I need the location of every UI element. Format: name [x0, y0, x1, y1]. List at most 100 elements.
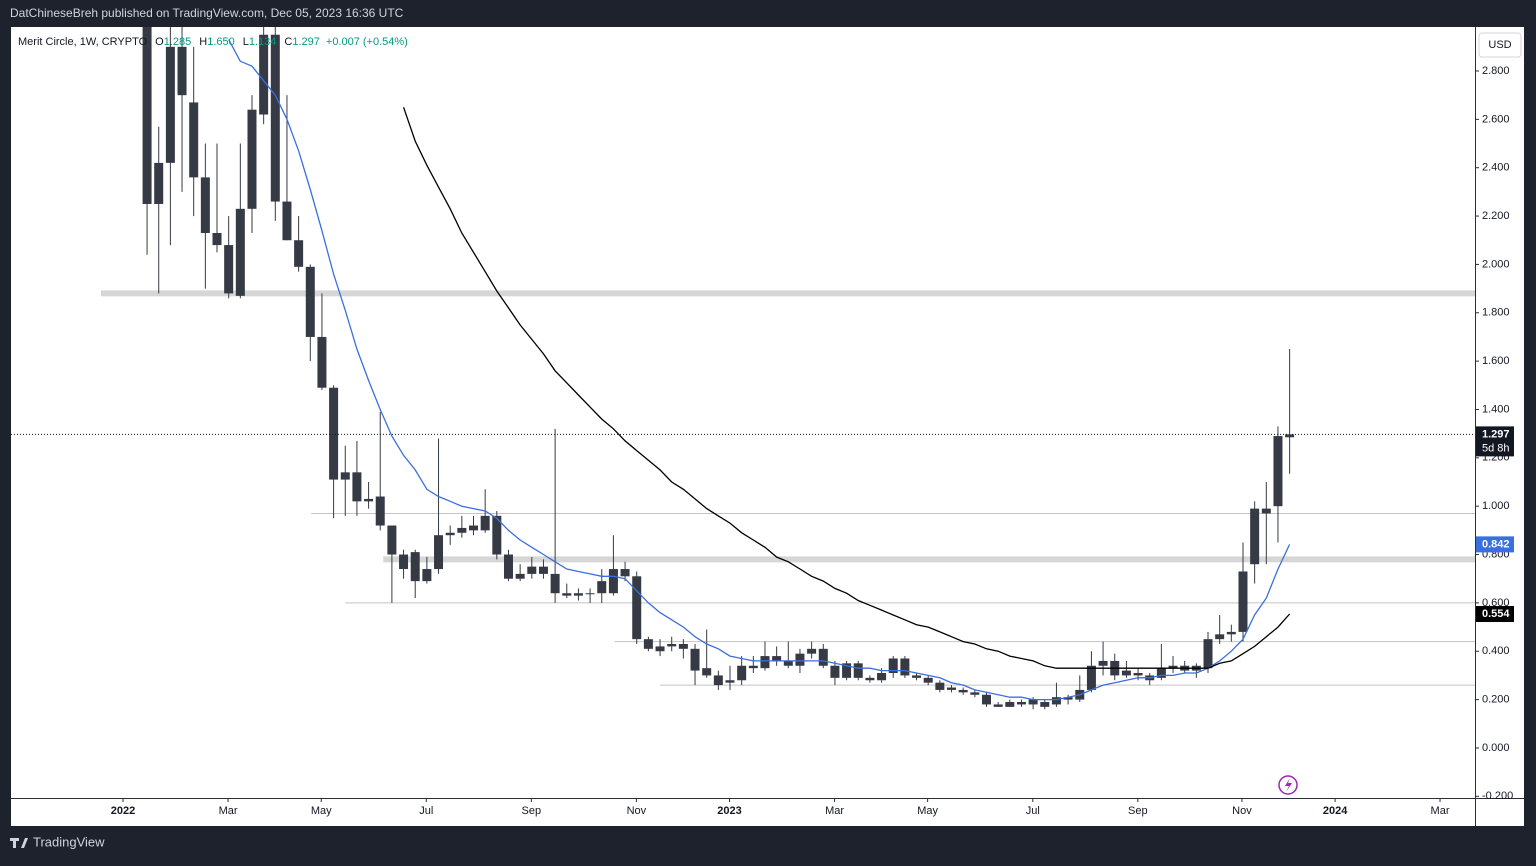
candle — [772, 646, 782, 666]
candle — [200, 143, 210, 289]
candle-body — [888, 658, 898, 674]
publisher-note: DatChineseBreh published on TradingView.… — [10, 6, 404, 20]
candle — [818, 643, 828, 669]
candle-body — [1098, 660, 1108, 666]
candle — [853, 660, 863, 681]
candle-body — [270, 34, 280, 202]
candle-body — [573, 593, 583, 596]
countdown: 5d 8h — [1482, 442, 1510, 454]
candle — [177, 27, 187, 192]
ohlc-key: H — [199, 36, 207, 48]
chart-background — [11, 27, 1524, 826]
candle-body — [912, 675, 922, 678]
x-tick-label: Jul — [1026, 805, 1040, 817]
candle-body — [585, 593, 595, 595]
candle — [259, 27, 269, 125]
brand-logo[interactable]: TradingView — [10, 834, 105, 849]
candle-body — [1051, 697, 1061, 705]
candle-body — [1028, 699, 1038, 705]
candle-body — [142, 27, 152, 204]
candle — [165, 27, 175, 246]
currency-box[interactable] — [1478, 32, 1522, 58]
candle-body — [247, 109, 257, 209]
candle-body — [538, 566, 548, 574]
candle — [1121, 660, 1131, 678]
candle — [445, 525, 455, 545]
candle — [748, 656, 758, 674]
candle — [422, 556, 432, 584]
candle — [608, 535, 618, 596]
ohlc-key: O — [155, 36, 164, 48]
candle — [515, 564, 525, 582]
candle-body — [212, 232, 222, 246]
candle-body — [900, 658, 910, 676]
candle-body — [515, 573, 525, 579]
candle-body — [1285, 434, 1295, 438]
candle — [923, 675, 933, 686]
candle — [958, 687, 968, 695]
candle-body — [399, 554, 409, 570]
ma-value-box — [1476, 606, 1514, 623]
candle — [1156, 643, 1166, 681]
ohlc-key: C — [284, 36, 292, 48]
candle — [1238, 542, 1248, 642]
candle-body — [189, 102, 199, 178]
candle-body — [387, 525, 397, 555]
candle-body — [1121, 670, 1131, 676]
ma-value-label: 0.554 — [1482, 608, 1510, 620]
candle-body — [842, 663, 852, 678]
candle-body — [993, 704, 1003, 707]
candle-body — [958, 689, 968, 693]
lightning-icon[interactable] — [1278, 775, 1298, 795]
candle — [387, 525, 397, 603]
candle-body — [200, 177, 210, 233]
candle-body — [154, 162, 164, 204]
candle — [1040, 699, 1050, 710]
candle-body — [422, 569, 432, 582]
candle — [562, 583, 572, 599]
x-tick-label: Sep — [522, 805, 542, 817]
candle — [1226, 624, 1236, 642]
candle-body — [492, 515, 502, 555]
x-tick-label: Mar — [825, 805, 844, 817]
candle — [655, 639, 665, 657]
x-tick-label: Jul — [419, 805, 433, 817]
candle — [783, 641, 793, 669]
candle — [1063, 694, 1073, 705]
candle-body — [294, 240, 304, 267]
candle-body — [935, 682, 945, 690]
candle — [1215, 614, 1225, 644]
candle — [469, 515, 479, 536]
ohlc-value: 1.650 — [207, 36, 235, 48]
candle-body — [737, 665, 747, 681]
candle-body — [1261, 508, 1271, 514]
x-tick-label: May — [917, 805, 938, 817]
candle-body — [329, 387, 339, 480]
legend: Merit Circle, 1W, CRYPTO O1.285 H1.650 L1.1… — [18, 36, 408, 48]
candle — [399, 549, 409, 579]
candle-body — [923, 677, 933, 683]
candle-body — [480, 515, 490, 531]
candle — [842, 660, 852, 681]
candle — [224, 216, 234, 299]
candle — [329, 385, 339, 519]
candle-body — [830, 665, 840, 678]
candle-body — [469, 525, 479, 531]
candle-body — [317, 336, 327, 388]
candle — [527, 556, 537, 579]
candle-body — [259, 34, 269, 115]
y-tick-label: 1.600 — [1482, 355, 1510, 367]
ohlc-value: 1.297 — [292, 36, 320, 48]
candle-body — [1133, 673, 1143, 676]
candle-body — [981, 694, 991, 705]
candle-body — [748, 665, 758, 669]
candle-body — [807, 648, 817, 654]
candle — [375, 411, 385, 531]
candle — [212, 143, 222, 253]
candle — [667, 636, 677, 652]
candle-body — [655, 646, 665, 652]
symbol-name: Merit Circle, 1W, CRYPTO — [18, 36, 148, 48]
candle-body — [282, 201, 292, 241]
candle-body — [643, 639, 653, 649]
